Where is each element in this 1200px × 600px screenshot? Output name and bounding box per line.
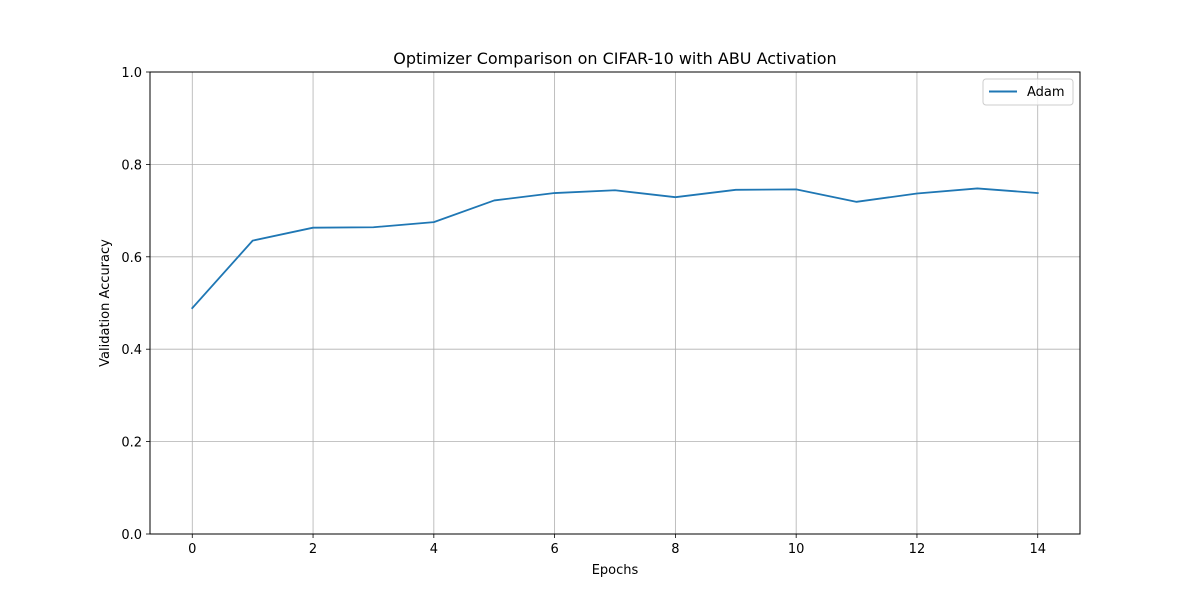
x-tick-label: 4 bbox=[430, 542, 438, 557]
y-tick-label: 0.0 bbox=[121, 528, 142, 543]
x-tick-label: 2 bbox=[309, 542, 317, 557]
x-tick-label: 10 bbox=[788, 542, 805, 557]
legend-label-adam: Adam bbox=[1027, 85, 1065, 100]
legend-box bbox=[982, 78, 1074, 106]
x-tick-label: 0 bbox=[188, 542, 196, 557]
y-axis-label: Validation Accuracy bbox=[98, 239, 113, 367]
y-tick-label: 1.0 bbox=[121, 66, 142, 81]
y-tick-label: 0.6 bbox=[121, 251, 142, 266]
x-axis-label: Epochs bbox=[592, 563, 639, 578]
x-tick-label: 6 bbox=[550, 542, 558, 557]
x-tick-label: 12 bbox=[909, 542, 926, 557]
series-line-adam bbox=[190, 187, 1039, 310]
legend: Adam bbox=[982, 78, 1074, 106]
y-tick-label: 0.8 bbox=[121, 158, 142, 173]
x-axis-ticks: 0 2 4 6 8 10 12 14 bbox=[188, 534, 1046, 557]
y-tick-label: 0.4 bbox=[121, 343, 142, 358]
y-tick-label: 0.2 bbox=[121, 436, 142, 451]
x-tick-label: 14 bbox=[1029, 542, 1046, 557]
chart-title: Optimizer Comparison on CIFAR-10 with AB… bbox=[393, 49, 836, 68]
y-axis-ticks: 0.0 0.2 0.4 0.6 0.8 1.0 bbox=[121, 66, 150, 543]
series-layer bbox=[190, 187, 1039, 310]
plot-frame bbox=[149, 71, 1081, 535]
x-tick-label: 8 bbox=[671, 542, 679, 557]
